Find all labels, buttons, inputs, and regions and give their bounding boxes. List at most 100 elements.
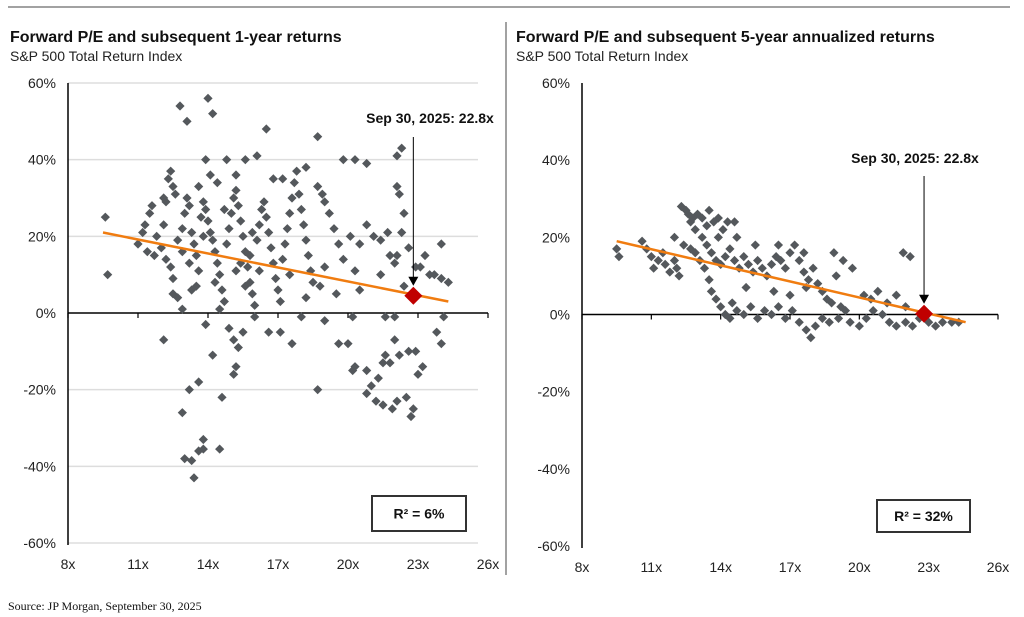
data-point bbox=[236, 216, 246, 226]
chart-subtitle: S&P 500 Total Return Index bbox=[516, 48, 688, 64]
data-point bbox=[614, 252, 624, 262]
data-point bbox=[345, 231, 355, 241]
data-point bbox=[907, 321, 918, 331]
data-point bbox=[905, 252, 915, 262]
data-point bbox=[418, 362, 428, 372]
data-point bbox=[252, 151, 262, 161]
data-point bbox=[103, 270, 113, 280]
data-point bbox=[404, 243, 414, 253]
data-point bbox=[194, 377, 204, 387]
data-point bbox=[750, 240, 760, 250]
data-point bbox=[924, 317, 934, 327]
data-point bbox=[397, 227, 407, 238]
x-tick-label: 8x bbox=[575, 559, 590, 575]
data-point bbox=[163, 174, 173, 184]
data-point bbox=[753, 313, 763, 323]
y-tick-label: 20% bbox=[28, 228, 56, 244]
data-point bbox=[713, 232, 723, 242]
data-point bbox=[247, 227, 257, 238]
data-point bbox=[704, 275, 714, 285]
data-point bbox=[759, 306, 770, 316]
trendline bbox=[102, 231, 449, 303]
data-point bbox=[173, 293, 183, 303]
data-point bbox=[240, 155, 250, 165]
data-point bbox=[697, 213, 707, 223]
data-point bbox=[653, 255, 663, 266]
data-point bbox=[385, 358, 395, 368]
data-point bbox=[287, 193, 297, 203]
y-tick-label: 40% bbox=[542, 152, 570, 168]
data-point bbox=[780, 263, 790, 273]
data-point bbox=[208, 235, 218, 245]
data-point bbox=[790, 240, 800, 250]
data-point bbox=[184, 201, 194, 211]
data-point bbox=[198, 197, 208, 207]
y-tick-label: 0% bbox=[36, 305, 56, 321]
data-point bbox=[264, 227, 274, 238]
data-point bbox=[646, 252, 656, 262]
data-point bbox=[278, 254, 288, 264]
data-point bbox=[702, 240, 712, 250]
data-point bbox=[175, 101, 185, 111]
data-point bbox=[785, 248, 795, 258]
data-point bbox=[900, 317, 911, 327]
data-point bbox=[166, 262, 176, 272]
data-point bbox=[420, 250, 430, 261]
annotation-label: Sep 30, 2025: 22.8x bbox=[366, 110, 494, 126]
data-point bbox=[766, 309, 777, 320]
data-point bbox=[238, 327, 248, 337]
source-note: Source: JP Morgan, September 30, 2025 bbox=[8, 599, 202, 613]
data-point bbox=[348, 365, 358, 376]
data-point bbox=[254, 220, 264, 230]
data-point bbox=[273, 285, 283, 295]
chart-1yr-returns: Forward P/E and subsequent 1-year return… bbox=[10, 29, 499, 572]
data-point bbox=[362, 220, 372, 230]
data-point bbox=[725, 313, 735, 323]
y-tick-label: -40% bbox=[537, 461, 570, 477]
data-point bbox=[219, 296, 229, 307]
data-point bbox=[338, 254, 348, 264]
x-tick-label: 17x bbox=[267, 556, 290, 572]
data-point bbox=[794, 317, 804, 327]
data-point bbox=[212, 178, 222, 188]
r-squared-label: R² = 32% bbox=[894, 508, 953, 524]
data-point bbox=[191, 250, 201, 261]
data-point bbox=[612, 244, 622, 254]
data-point bbox=[725, 244, 735, 254]
data-point bbox=[250, 300, 260, 310]
x-tick-label: 23x bbox=[917, 559, 940, 575]
data-point bbox=[394, 189, 404, 199]
data-point bbox=[406, 411, 416, 422]
data-point bbox=[210, 277, 220, 287]
annotation-label: Sep 30, 2025: 22.8x bbox=[851, 150, 979, 166]
data-point bbox=[229, 335, 239, 345]
data-point bbox=[240, 281, 250, 291]
data-point bbox=[159, 220, 169, 230]
data-point bbox=[810, 321, 821, 331]
data-point bbox=[931, 321, 941, 331]
chart-title: Forward P/E and subsequent 5-year annual… bbox=[516, 29, 935, 46]
data-point bbox=[699, 263, 710, 273]
data-point bbox=[301, 235, 311, 245]
data-point bbox=[196, 212, 206, 222]
y-tick-label: 40% bbox=[28, 152, 56, 168]
data-point bbox=[827, 298, 837, 308]
data-point bbox=[824, 317, 834, 327]
data-point bbox=[231, 170, 241, 180]
data-point bbox=[177, 224, 187, 234]
data-point bbox=[373, 373, 383, 383]
data-point bbox=[729, 217, 740, 227]
data-point bbox=[180, 454, 190, 464]
data-point bbox=[436, 339, 446, 349]
data-point bbox=[436, 273, 446, 284]
data-point bbox=[173, 235, 183, 245]
data-point bbox=[329, 224, 339, 234]
data-point bbox=[145, 208, 155, 218]
chart-5yr-returns: Forward P/E and subsequent 5-year annual… bbox=[516, 29, 1009, 575]
data-point bbox=[149, 250, 159, 261]
data-point bbox=[362, 365, 372, 376]
data-point bbox=[732, 306, 742, 316]
data-point bbox=[392, 250, 402, 261]
data-point bbox=[161, 254, 171, 264]
y-tick-label: -60% bbox=[23, 535, 56, 551]
